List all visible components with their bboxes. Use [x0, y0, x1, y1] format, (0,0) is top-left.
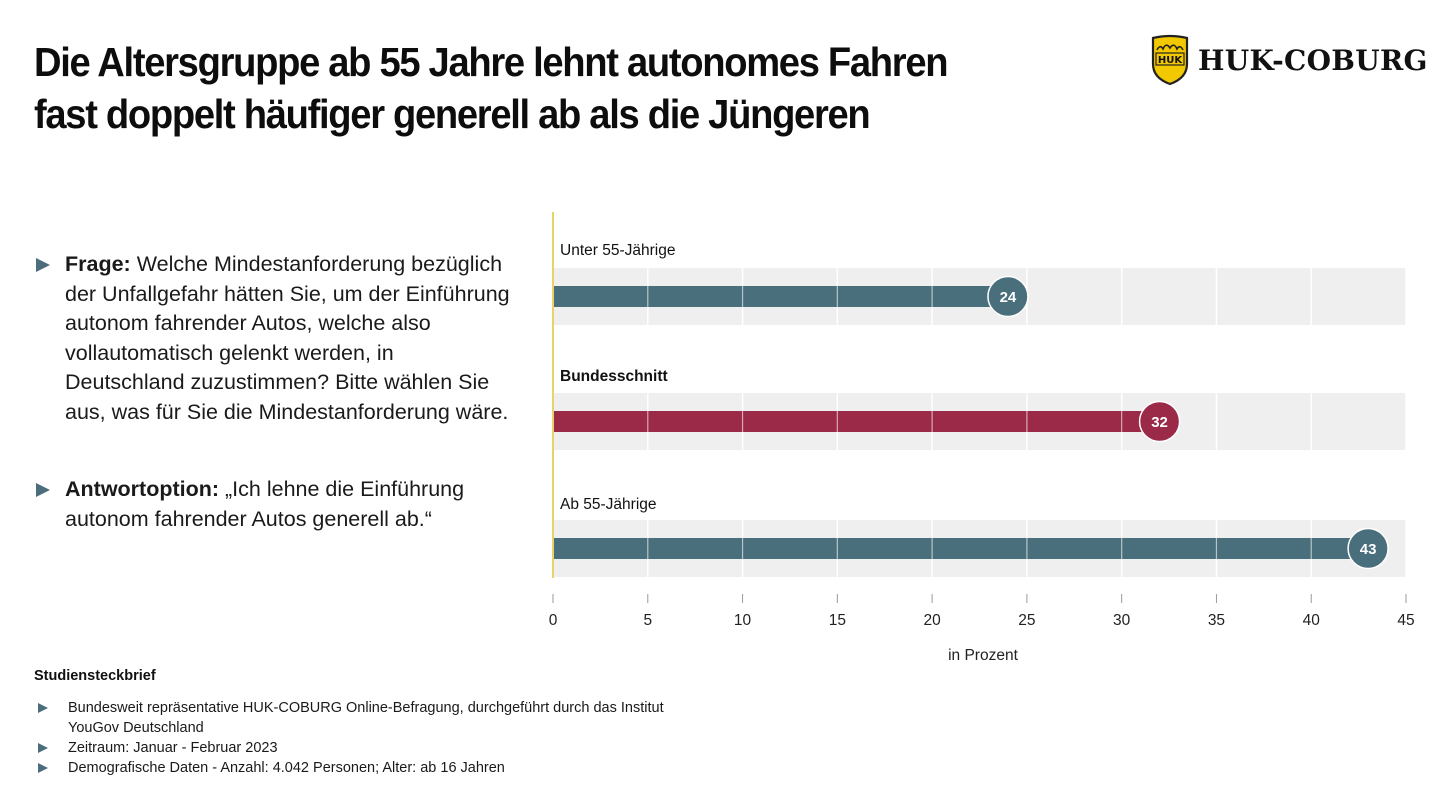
tick-label: 15 — [829, 612, 846, 629]
question-block: Frage: Welche Mindestanforderung bezügli… — [34, 250, 514, 427]
question-panel: Frage: Welche Mindestanforderung bezügli… — [34, 250, 514, 534]
bar-chart: 24 Unter 55-Jährige 32 Bundesschnitt 43 Ab 55… — [549, 212, 1415, 664]
tick-label: 10 — [734, 612, 752, 629]
title-line-2: fast doppelt häufiger generell ab als di… — [34, 91, 871, 137]
tick-label: 5 — [643, 612, 652, 629]
bullet-triangle-icon — [36, 258, 50, 272]
answer-block: Antwortoption: „Ich lehne die Einführung… — [34, 475, 514, 534]
question-label: Frage: — [65, 252, 131, 276]
category-label: Bundesschnitt — [560, 368, 668, 385]
huk-coburg-logo: HUK HUK-COBURG — [1150, 32, 1428, 88]
study-brief-item: Demografische Daten - Anzahl: 4.042 Pers… — [34, 758, 674, 778]
bullet-triangle-icon — [38, 703, 48, 713]
data-label: 43 — [1360, 541, 1377, 558]
x-axis-label: in Prozent — [948, 647, 1018, 664]
bullet-triangle-icon — [36, 483, 50, 497]
chart-svg: 24 Unter 55-Jährige 32 Bundesschnitt 43 Ab 55… — [549, 212, 1415, 664]
bullet-triangle-icon — [38, 763, 48, 773]
bar — [553, 286, 1008, 307]
answer-label: Antwortoption: — [65, 477, 220, 501]
tick-label: 35 — [1208, 612, 1225, 629]
tick-label: 0 — [549, 612, 558, 629]
study-brief-heading: Studiensteckbrief — [34, 668, 156, 684]
question-text: Welche Mindestanforderung bezüglich der … — [65, 252, 510, 424]
data-label: 24 — [1000, 289, 1017, 306]
value-circle — [987, 275, 1029, 318]
data-label: 32 — [1151, 414, 1168, 431]
value-circle — [1138, 400, 1181, 443]
bar — [553, 411, 1160, 432]
title-line-1: Die Altersgruppe ab 55 Jahre lehnt auton… — [34, 39, 949, 85]
huk-shield-icon: HUK — [1151, 34, 1189, 86]
tick-label: 25 — [1018, 612, 1035, 629]
svg-text:HUK: HUK — [1158, 55, 1183, 66]
answer-text: „Ich lehne die Einführung autonom fahren… — [65, 477, 465, 531]
tick-label: 20 — [923, 612, 941, 629]
tick-label: 40 — [1303, 612, 1321, 629]
category-label: Ab 55-Jährige — [560, 496, 657, 513]
bullet-triangle-icon — [38, 743, 48, 753]
study-brief-list: Bundesweit repräsentative HUK-COBURG Onl… — [34, 698, 674, 778]
value-circle — [1347, 527, 1389, 570]
bar — [553, 538, 1369, 559]
category-label: Unter 55-Jährige — [560, 242, 675, 259]
tick-label: 45 — [1397, 612, 1414, 629]
page-title: Die Altersgruppe ab 55 Jahre lehnt auton… — [34, 36, 1038, 140]
study-brief-item: Zeitraum: Januar - Februar 2023 — [34, 738, 674, 758]
study-brief-item: Bundesweit repräsentative HUK-COBURG Onl… — [34, 698, 674, 738]
logo-wordmark: HUK-COBURG — [1198, 43, 1428, 77]
study-brief: Studiensteckbrief Bundesweit repräsentat… — [34, 668, 674, 778]
tick-label: 30 — [1113, 612, 1131, 629]
